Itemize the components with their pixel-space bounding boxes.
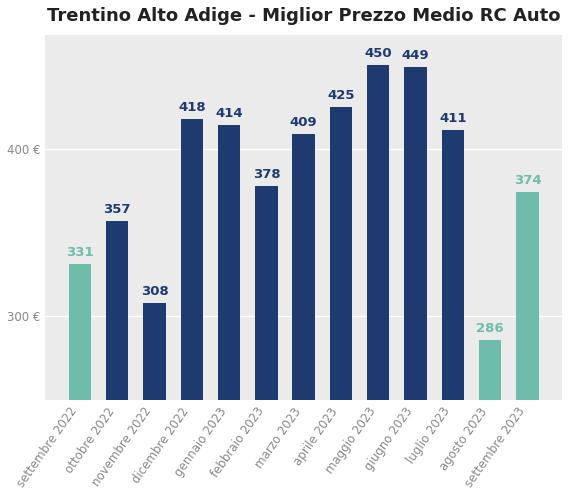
Text: 411: 411 — [439, 112, 467, 125]
Text: 331: 331 — [66, 247, 94, 259]
Bar — [218, 125, 240, 400]
Bar — [255, 186, 278, 400]
Text: 425: 425 — [327, 89, 354, 102]
Text: 414: 414 — [215, 107, 243, 120]
Bar — [292, 134, 315, 400]
Bar — [330, 107, 352, 400]
Text: 286: 286 — [476, 322, 504, 335]
Bar — [442, 130, 464, 400]
Text: 308: 308 — [141, 285, 168, 298]
Text: 374: 374 — [514, 174, 541, 187]
Bar — [367, 65, 389, 400]
Bar — [479, 340, 501, 400]
Bar — [516, 192, 539, 400]
Bar — [106, 221, 129, 400]
Text: 450: 450 — [364, 47, 392, 60]
Text: 418: 418 — [178, 100, 205, 114]
Bar — [143, 303, 166, 400]
Bar — [405, 67, 427, 400]
Text: 409: 409 — [290, 116, 318, 129]
Title: Trentino Alto Adige - Miglior Prezzo Medio RC Auto: Trentino Alto Adige - Miglior Prezzo Med… — [47, 7, 560, 25]
Text: 357: 357 — [104, 203, 131, 216]
Bar — [69, 264, 91, 400]
Text: 378: 378 — [253, 167, 280, 180]
Text: 449: 449 — [402, 49, 430, 62]
Bar — [180, 119, 203, 400]
